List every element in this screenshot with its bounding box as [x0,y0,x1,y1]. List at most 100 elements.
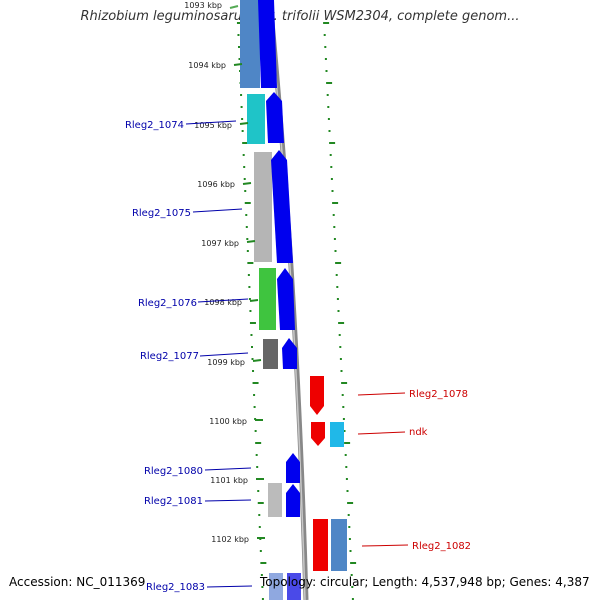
gc-tick [245,214,248,216]
gc-tick [340,370,343,372]
gc-tick [247,262,254,264]
gene-arrow-rleg2_1083[interactable] [287,573,301,600]
cog-block [259,268,276,330]
gc-tick [250,346,253,348]
leader-line [199,352,249,357]
gene-label-rleg2_1078[interactable]: Rleg2_1078 [409,389,468,400]
gc-tick [336,298,339,300]
gene-arrow-rleg2_1075[interactable] [271,150,293,263]
gene-label-ndk[interactable]: ndk [409,427,428,438]
cog-block [247,94,265,144]
gc-tick [327,106,330,108]
gc-tick [324,46,327,48]
gc-tick [339,358,342,360]
leader-line [185,120,237,125]
gc-tick [334,250,337,252]
gc-tick [248,286,251,288]
kbp-ruler: 1093 kbp 1094 kbp 1095 kbp 1096 kbp 1097 kbp… [184,1,265,544]
gc-tick [350,574,353,576]
kbp-tick-1093 [229,5,239,9]
gc-tick [348,538,351,540]
cog-block [240,0,260,88]
gc-tick [345,466,348,468]
kbp-tick-1097 [246,240,256,243]
gc-tick [328,130,331,132]
leader-line [357,392,406,396]
gene-label-rleg2_1082[interactable]: Rleg2_1082 [412,541,471,552]
kbp-label-1097: 1097 kbp [201,239,239,248]
gc-tick [330,166,333,168]
gc-tick [347,514,350,516]
gc-tick [327,118,330,120]
gene-label-rleg2_1080[interactable]: Rleg2_1080 [144,466,203,477]
gc-tick [257,490,260,492]
gc-tick [247,274,250,276]
kbp-tick-1094 [233,63,243,66]
gc-tick [326,82,333,84]
gc-tick [259,550,262,552]
gene-label-rleg2_1076[interactable]: Rleg2_1076 [138,298,197,309]
gc-tick [331,190,334,192]
gc-tick [323,34,326,36]
kbp-label-1094: 1094 kbp [188,61,226,70]
gc-tick [245,226,248,228]
gc-tick [349,550,352,552]
kbp-label-1098: 1098 kbp [204,298,242,307]
gc-tick [258,526,261,528]
leader-line [357,431,406,435]
gc-tick [244,190,247,192]
cog-block [268,483,282,517]
gc-tick [258,514,261,516]
gene-arrow-rleg2_1080[interactable] [286,453,300,483]
gene-arrow-rleg2_1082[interactable] [313,519,328,571]
gc-tick [341,382,348,384]
gc-tick [326,94,329,96]
gc-tick [243,166,246,168]
gc-tick [323,22,330,24]
gene-arrow-ndk[interactable] [311,422,325,446]
gc-tick [255,454,258,456]
gc-tick [338,322,345,324]
gene-label-rleg2_1077[interactable]: Rleg2_1077 [140,351,199,362]
accession-text: Accession: NC_011369 [9,575,146,589]
gene-arrow-rleg2_1074[interactable] [266,92,284,143]
gc-tick [255,442,262,444]
gene-arrow-rleg2_1081[interactable] [286,484,300,517]
gene-label-rleg2_1074[interactable]: Rleg2_1074 [125,120,184,131]
gc-tick [242,142,249,144]
gene-arrow-forward[interactable] [258,0,277,88]
gc-tick [242,154,245,156]
gene-arrow-rleg2_1076[interactable] [277,268,295,330]
gc-tick [329,142,336,144]
leader-line [197,298,249,303]
gc-tick [343,430,346,432]
gene-label-rleg2_1075[interactable]: Rleg2_1075 [132,208,191,219]
gene-arrow-rleg2_1078[interactable] [310,376,324,415]
gene-label-rleg2_1083[interactable]: Rleg2_1083 [146,582,205,593]
gc-tick [261,586,264,588]
map-title: Rhizobium leguminosarum bv. trifolii WSM… [80,9,520,24]
gc-tick [240,106,243,108]
gc-tick [249,322,256,324]
gc-tick [256,466,259,468]
gc-tick [330,178,333,180]
leader-line [204,499,252,502]
gc-tick [248,298,251,300]
gc-tick [351,586,354,588]
gc-tick [253,406,256,408]
gene-arrow-rleg2_1077[interactable] [282,338,297,369]
gc-tick [344,442,351,444]
cog-block [254,152,272,262]
gc-tick [335,274,338,276]
kbp-label-1096: 1096 kbp [197,180,235,189]
gc-tick [251,358,254,360]
gc-tick [348,526,351,528]
gc-tick [246,238,249,240]
gc-tick [257,502,264,504]
gc-tick [346,490,349,492]
kbp-tick-1099 [252,359,262,362]
genome-summary-text: Topology: circular; Length: 4,537,948 bp… [260,575,590,589]
gene-label-rleg2_1081[interactable]: Rleg2_1081 [144,496,203,507]
gc-tick [236,22,243,24]
